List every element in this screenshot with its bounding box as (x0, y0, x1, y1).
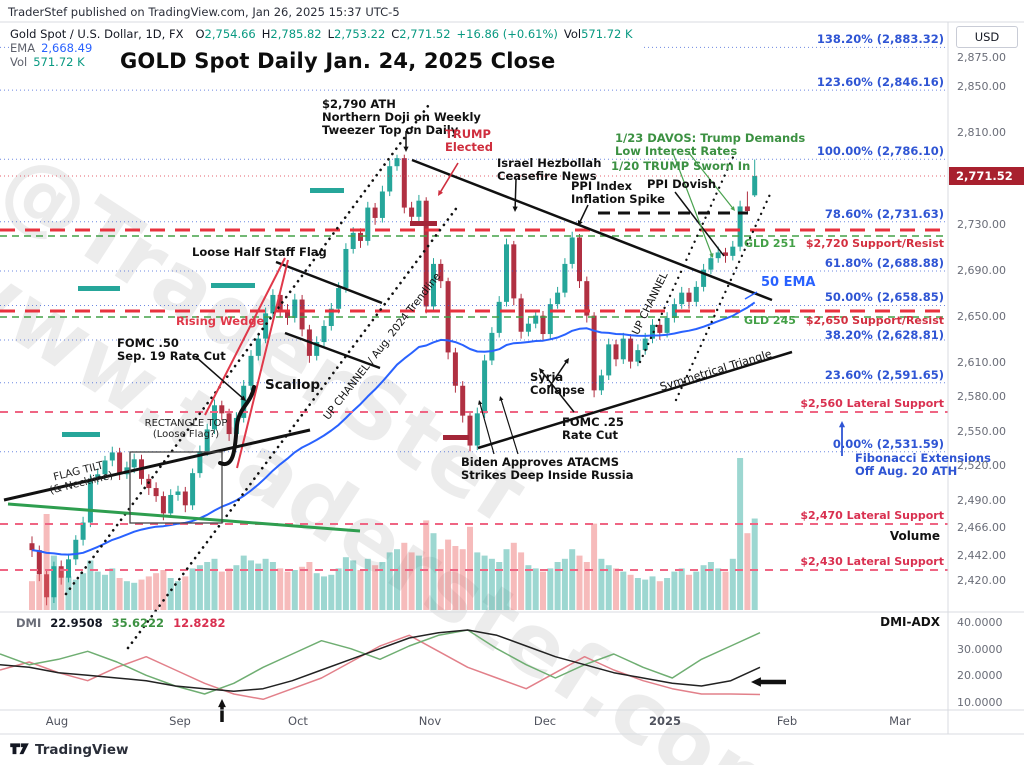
price-tick: 2,730.00 (957, 217, 1006, 231)
change-value: +16.86 (+0.61%) (456, 27, 558, 41)
price-tick: 2,875.00 (957, 51, 1006, 64)
time-axis-label: Feb (776, 714, 798, 728)
lateral-support-label-2560: $2,560 Lateral Support (800, 397, 944, 410)
vol-inline-label: Vol (563, 27, 582, 41)
ohlc-value: 2,753.22 (334, 27, 386, 41)
dmi-tick: 40.0000 (957, 615, 1003, 629)
legend-vol-row: Vol 571.72 K (10, 55, 633, 69)
time-axis-label: Dec (533, 714, 557, 728)
tradingview-brand[interactable]: TradingView (35, 741, 129, 758)
fib-label-12360: 123.60% (2,846.16) (816, 75, 944, 90)
dmi-plus-di-value: 35.6222 (111, 616, 165, 630)
fib-label-6180: 61.80% (2,688.88) (824, 255, 944, 270)
price-tick: 2,442.00 (957, 548, 1006, 562)
price-tick: 2,850.00 (957, 79, 1006, 93)
legend-ema-row: EMA 2,668.49 (10, 41, 633, 55)
ohlc-key: H (261, 27, 271, 41)
volume-pane-label: Volume (889, 529, 940, 543)
ohlc-value: 2,771.52 (399, 27, 451, 41)
fib-label-000: 0.00% (2,531.59) (832, 436, 944, 451)
gld-tag: GLD 251 (743, 237, 796, 250)
israel-hezbollah-news: Israel Hezbollah Ceasefire News (497, 156, 602, 183)
dmi-indicator-label: DMI (16, 616, 42, 630)
fib-label-10000: 100.00% (2,786.10) (816, 144, 944, 159)
legend: Gold Spot / U.S. Dollar, 1D, FX O2,754.66… (10, 27, 641, 69)
biden-atacms: Biden Approves ATACMS Strikes Deep Inside… (461, 455, 634, 482)
ath-note: $2,790 ATH Northern Doji on Weekly Tweezer… (322, 97, 481, 137)
scallop-label: Scallop (265, 377, 321, 393)
lateral-support-label-2430: $2,430 Lateral Support (800, 555, 944, 568)
dmi-minus-di-value: 12.8282 (173, 616, 226, 630)
currency-toggle[interactable]: USD (956, 26, 1018, 48)
fib-extensions-note: Fibonacci Extensions Off Aug. 20 ATH (855, 451, 991, 478)
ohlc-key: L (327, 27, 335, 41)
ema-value: 2,668.49 (41, 41, 93, 55)
fomc-50-note: FOMC .50 Sep. 19 Rate Cut (117, 336, 226, 363)
symbol-description: Gold Spot / U.S. Dollar, 1D, FX (10, 27, 184, 41)
last-price-badge: 2,771.52 (949, 167, 1024, 185)
ohlc-value: 2,785.82 (270, 27, 322, 41)
dmi-adx-pane-label: DMI-ADX (880, 615, 940, 629)
ohlc-key: O (195, 27, 205, 41)
support-resist-label-2650: GLD 245 $2,650 Support/Resist (744, 314, 944, 327)
fib-label-3820: 38.20% (2,628.81) (824, 328, 944, 342)
lateral-support-label-2470: $2,470 Lateral Support (800, 509, 944, 522)
fib-label-2360: 23.60% (2,591.65) (824, 367, 944, 382)
legend-ohlc-row: Gold Spot / U.S. Dollar, 1D, FX O2,754.66… (10, 27, 633, 41)
tradingview-logo-icon[interactable] (10, 741, 29, 758)
ema-label: EMA (10, 41, 36, 55)
time-axis-label: Aug (45, 714, 69, 728)
fomc-25-note: FOMC .25 Rate Cut (562, 415, 624, 442)
trump-elected: TRUMP Elected (445, 127, 493, 154)
price-tick: 2,466.00 (957, 521, 1006, 535)
support-resist-label-2720: GLD 251 $2,720 Support/Resist (744, 237, 944, 250)
price-tick: 2,420.00 (957, 574, 1006, 588)
ppi-dovish: PPI Dovish (647, 177, 717, 191)
vol-label: Vol (10, 55, 28, 69)
vol-value: 571.72 K (33, 55, 85, 69)
ohlc-key: C (391, 27, 400, 41)
time-axis-label: Nov (418, 714, 442, 728)
time-axis-label: Mar (889, 714, 911, 728)
syria-collapse: Syria Collapse (530, 370, 585, 397)
price-tick: 2,580.00 (957, 390, 1006, 404)
rising-wedge: Rising Wedge (176, 314, 265, 328)
sr-price-label: $2,720 Support/Resist (805, 237, 944, 250)
davos-note: 1/23 DAVOS: Trump Demands Low Interest Ra… (615, 131, 806, 158)
time-axis-label: Oct (288, 714, 308, 728)
price-tick: 2,520.00 (957, 459, 1006, 473)
time-axis-label: Sep (169, 714, 191, 728)
price-tick: 2,690.00 (957, 263, 1006, 277)
footer: TradingView (10, 741, 129, 758)
price-tick: 2,550.00 (957, 424, 1006, 438)
trump-sworn-in: 1/20 TRUMP Sworn In (611, 159, 751, 173)
dmi-tick: 20.0000 (957, 669, 1003, 683)
gld-tag: GLD 245 (743, 314, 796, 327)
fib-label-7860: 78.60% (2,731.63) (824, 206, 944, 221)
fib-label-5000: 50.00% (2,658.85) (824, 290, 944, 305)
ema-50-chart-label: 50 EMA (761, 275, 816, 290)
price-tick: 2,650.00 (957, 309, 1006, 323)
price-tick: 2,810.00 (957, 125, 1006, 139)
ohlc-value: 2,754.66 (204, 27, 256, 41)
fib-label-13820: 138.20% (2,883.32) (816, 32, 944, 47)
time-axis-label: 2025 (648, 714, 682, 728)
chart-title: GOLD Spot Daily Jan. 24, 2025 Close (120, 49, 556, 73)
rectangle-top: RECTANGLE TOP (Loose Flag?) (144, 417, 228, 440)
dmi-tick: 30.0000 (957, 642, 1003, 656)
published-line: TraderStef published on TradingView.com,… (8, 5, 400, 19)
loose-half-staff-flag: Loose Half Staff Flag (192, 245, 327, 259)
dmi-adx-value: 22.9508 (50, 616, 103, 630)
sr-price-label: $2,650 Support/Resist (805, 314, 944, 327)
ppi-inflation-spike: PPI Index Inflation Spike (571, 179, 665, 206)
dmi-tick: 10.0000 (957, 696, 1003, 709)
vol-inline-value: 571.72 K (581, 27, 633, 41)
price-tick: 2,490.00 (957, 493, 1006, 507)
dmi-values: DMI 22.9508 35.6222 12.8282 (16, 616, 234, 630)
price-tick: 2,610.00 (957, 355, 1006, 369)
